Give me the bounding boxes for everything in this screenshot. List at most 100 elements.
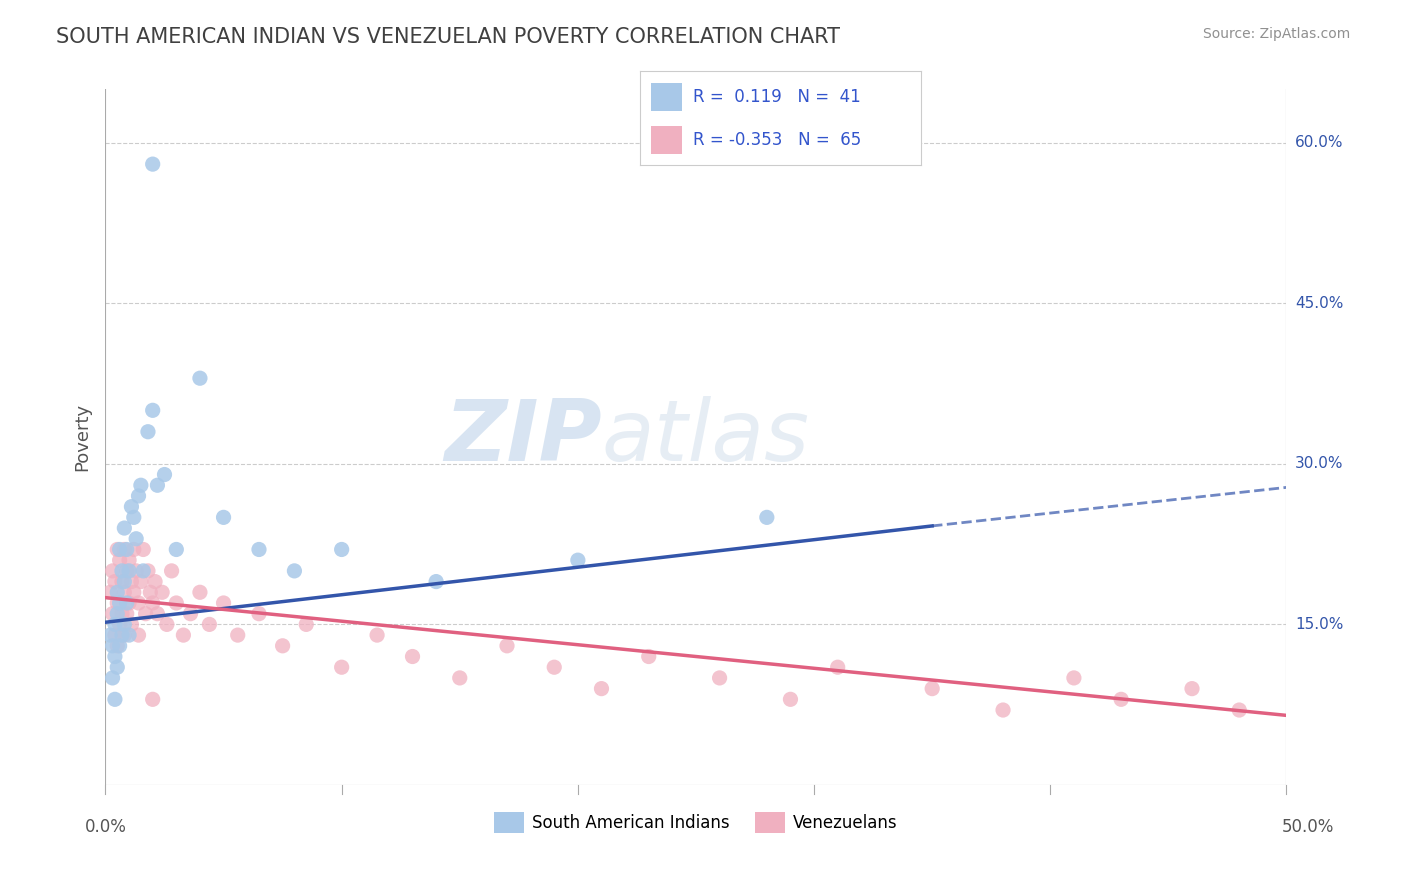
Point <box>128 628 150 642</box>
Point <box>139 585 162 599</box>
Point <box>128 596 150 610</box>
Point <box>115 542 138 557</box>
Point <box>129 478 152 492</box>
Point <box>143 574 166 589</box>
Point <box>105 596 128 610</box>
Point <box>1227 703 1250 717</box>
Point <box>179 607 201 621</box>
Text: 50.0%: 50.0% <box>1281 818 1334 836</box>
Point <box>122 542 145 557</box>
Point <box>153 467 176 482</box>
Point <box>142 403 165 417</box>
Point <box>567 553 589 567</box>
Point <box>1063 671 1085 685</box>
Point <box>104 574 127 589</box>
Point <box>212 510 235 524</box>
Point <box>142 692 165 706</box>
Point <box>212 596 235 610</box>
Point <box>111 607 134 621</box>
Point <box>112 628 135 642</box>
Point <box>136 425 159 439</box>
Point <box>105 585 128 599</box>
Point <box>132 564 155 578</box>
Point <box>160 564 183 578</box>
Text: 30.0%: 30.0% <box>1295 457 1343 471</box>
Point <box>401 649 423 664</box>
Point <box>122 510 145 524</box>
Point <box>112 585 135 599</box>
Point <box>105 542 128 557</box>
Point <box>101 671 124 685</box>
Point <box>1181 681 1204 696</box>
Point <box>425 574 447 589</box>
Point <box>247 607 270 621</box>
Point <box>118 564 141 578</box>
Point <box>101 639 124 653</box>
Legend: South American Indians, Venezuelans: South American Indians, Venezuelans <box>488 805 904 839</box>
Point <box>105 607 128 621</box>
Point <box>104 617 127 632</box>
Point <box>112 521 135 535</box>
Point <box>101 607 124 621</box>
Point <box>129 574 152 589</box>
Text: 15.0%: 15.0% <box>1295 617 1343 632</box>
Point <box>125 532 148 546</box>
Point <box>198 617 221 632</box>
Point <box>125 564 148 578</box>
Text: ZIP: ZIP <box>444 395 602 479</box>
Point <box>146 607 169 621</box>
Point <box>188 585 211 599</box>
Text: SOUTH AMERICAN INDIAN VS VENEZUELAN POVERTY CORRELATION CHART: SOUTH AMERICAN INDIAN VS VENEZUELAN POVE… <box>56 27 841 46</box>
Point <box>111 628 134 642</box>
Point <box>188 371 211 385</box>
Point <box>921 681 943 696</box>
Point <box>108 639 131 653</box>
Point <box>226 628 249 642</box>
Point <box>104 628 127 642</box>
Point <box>591 681 613 696</box>
Point <box>104 692 127 706</box>
Point <box>543 660 565 674</box>
Point <box>991 703 1014 717</box>
Point <box>142 157 165 171</box>
Point <box>118 596 141 610</box>
Point <box>98 628 121 642</box>
Point <box>295 617 318 632</box>
Point <box>271 639 294 653</box>
Text: R =  0.119   N =  41: R = 0.119 N = 41 <box>693 87 860 105</box>
Point <box>122 585 145 599</box>
Point <box>366 628 388 642</box>
Point <box>330 660 353 674</box>
Point <box>115 596 138 610</box>
Point <box>115 564 138 578</box>
Point <box>165 542 187 557</box>
Point <box>108 596 131 610</box>
Point <box>98 585 121 599</box>
Point <box>108 553 131 567</box>
Text: R = -0.353   N =  65: R = -0.353 N = 65 <box>693 131 862 149</box>
Point <box>247 542 270 557</box>
Point <box>755 510 778 524</box>
Bar <box>651 126 682 153</box>
Point <box>105 660 128 674</box>
Point <box>120 574 142 589</box>
Point <box>142 596 165 610</box>
Point <box>132 542 155 557</box>
Point <box>165 596 187 610</box>
Point <box>330 542 353 557</box>
Text: 45.0%: 45.0% <box>1295 296 1343 310</box>
Point <box>637 649 659 664</box>
Point <box>827 660 849 674</box>
Point <box>112 542 135 557</box>
Text: 60.0%: 60.0% <box>1295 136 1343 150</box>
Point <box>709 671 731 685</box>
Point <box>112 617 135 632</box>
Text: 0.0%: 0.0% <box>84 818 127 836</box>
Point <box>172 628 194 642</box>
Point <box>135 607 157 621</box>
Point <box>1109 692 1132 706</box>
Point <box>115 607 138 621</box>
Text: Source: ZipAtlas.com: Source: ZipAtlas.com <box>1202 27 1350 41</box>
Point <box>156 617 179 632</box>
Point <box>120 500 142 514</box>
